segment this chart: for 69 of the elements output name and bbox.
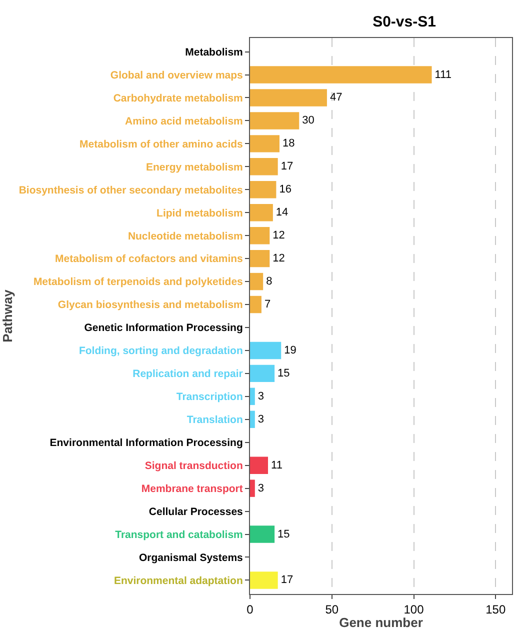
data-label: 19 [284,344,296,356]
bar [250,526,275,543]
data-label: 16 [279,184,292,196]
bar [250,226,270,244]
x-tick-label: 100 [404,602,424,616]
y-tick-label: Cellular Processes [148,506,244,518]
y-tick-label: Environmental adaptation [114,574,243,587]
y-tick-label: Translation [186,414,243,426]
data-label: 18 [282,138,295,150]
y-tick-label: Membrane transport [141,482,244,495]
bar [250,250,270,268]
data-label: 15 [278,528,290,540]
data-label: 15 [278,367,290,380]
bar [250,66,432,84]
bar [250,296,262,314]
bar [250,112,300,130]
data-label: 47 [330,92,342,104]
x-tick-label: 150 [486,602,506,616]
y-tick-label: Biosynthesis of other secondary metabolites [18,184,244,196]
data-label: 11 [271,459,282,472]
y-tick-label: Global and overview maps [110,69,244,82]
y-tick-label: Transport and catabolism [115,528,243,541]
data-label: 3 [258,413,264,426]
bar [250,456,268,474]
data-label: 12 [272,230,285,242]
y-tick-label: Replication and repair [132,368,243,380]
x-tick-label: 50 [325,602,339,616]
data-label: 3 [258,482,264,494]
y-tick-label: Transcription [176,391,243,404]
bar [250,388,255,406]
chart-title: S0-vs-S1 [372,13,436,30]
data-label: 8 [266,276,272,288]
y-tick-label: Signal transduction [144,460,243,472]
bar [250,135,280,152]
y-tick-label: Energy metabolism [146,161,243,174]
data-label: 3 [258,390,264,402]
bar [250,572,278,589]
y-tick-label: Metabolism of other amino acids [80,138,244,150]
y-tick-label: Metabolism of terpenoids and polyketides [33,276,244,288]
y-tick-label: Environmental Information Processing [50,437,243,450]
y-tick-label: Carbohydrate metabolism [113,92,243,104]
data-label: 14 [276,206,288,219]
y-tick-label: Glycan biosynthesis and metabolism [58,299,243,312]
y-tick-label: Metabolism [185,46,243,58]
y-tick-label: Genetic Information Processing [84,322,243,334]
bar [250,364,275,382]
data-label: 17 [280,160,294,173]
data-label: 7 [264,298,271,311]
y-tick-label: Folding, sorting and degradation [78,345,243,358]
y-tick-label: Metabolism of cofactors and vitamins [55,253,244,266]
y-tick-label: Amino acid metabolism [125,115,243,128]
x-tick-label: 0 [246,602,254,616]
data-label: 17 [280,574,294,586]
bar [250,89,327,106]
bar [250,181,276,198]
data-label: 30 [302,114,314,127]
bar [250,204,273,222]
data-label: 111 [434,68,452,81]
y-tick-label: Lipid metabolism [156,207,243,220]
bar [250,272,264,290]
y-tick-label: Nucleotide metabolism [128,230,243,242]
bar [250,342,282,360]
bar [250,480,255,497]
x-axis-title: Gene number [339,615,423,630]
bar [250,158,278,176]
data-label: 12 [272,252,285,265]
y-tick-label: Organismal Systems [139,552,244,564]
bar [250,410,255,428]
y-axis-title: Pathway [0,288,15,342]
